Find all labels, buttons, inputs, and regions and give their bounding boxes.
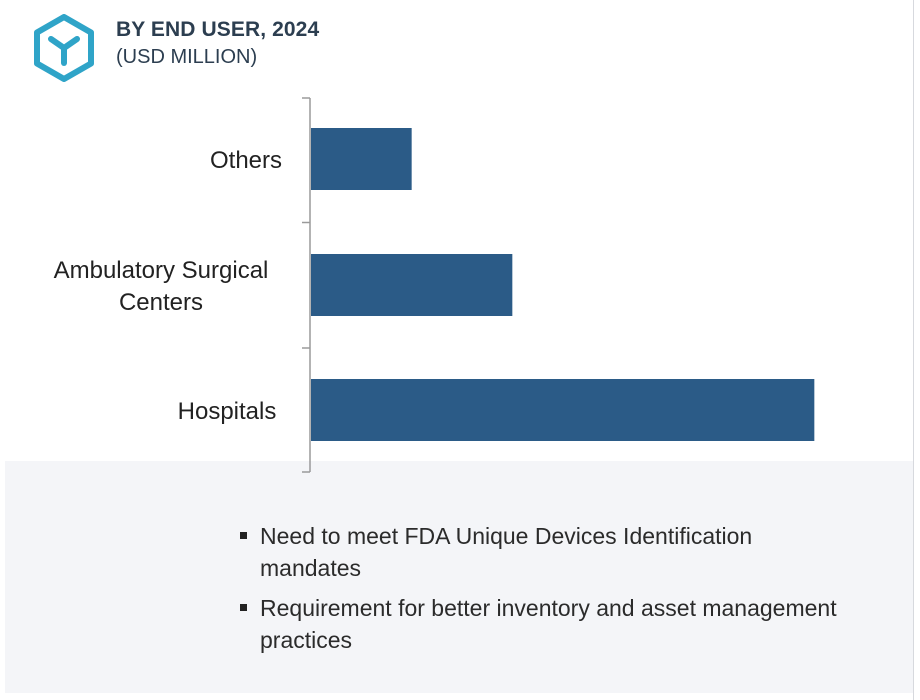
bar-others — [311, 128, 412, 190]
notes-panel — [5, 461, 913, 693]
bullet-square-icon — [240, 532, 247, 539]
hexagon-y-logo-icon — [30, 14, 98, 82]
bar-hospitals — [311, 379, 815, 441]
notes-list: Need to meet FDA Unique Devices Identifi… — [238, 520, 918, 664]
note-text-line: practices — [260, 627, 353, 653]
note-text-line: Requirement for better inventory and ass… — [260, 595, 837, 621]
chart-title: BY END USER, 2024 — [116, 18, 320, 41]
bar-ambulatory-surgical-centers — [311, 254, 513, 316]
note-text-line: Need to meet FDA Unique Devices Identifi… — [260, 523, 753, 549]
note-item: Need to meet FDA Unique Devices Identifi… — [238, 520, 918, 584]
category-label: Ambulatory Surgical Centers — [54, 257, 269, 316]
bar-chart: Others Ambulatory Surgical Centers Hospital… — [54, 97, 815, 473]
note-item: Requirement for better inventory and ass… — [238, 592, 918, 656]
note-text-line: mandates — [260, 555, 362, 581]
panel-right-border — [913, 0, 914, 700]
category-label: Others — [210, 147, 282, 174]
bullet-square-icon — [240, 604, 247, 611]
category-label: Hospitals — [178, 398, 277, 425]
chart-header: BY END USER, 2024 (USD MILLION) — [116, 16, 319, 70]
chart-subtitle: (USD MILLION) — [116, 46, 258, 68]
